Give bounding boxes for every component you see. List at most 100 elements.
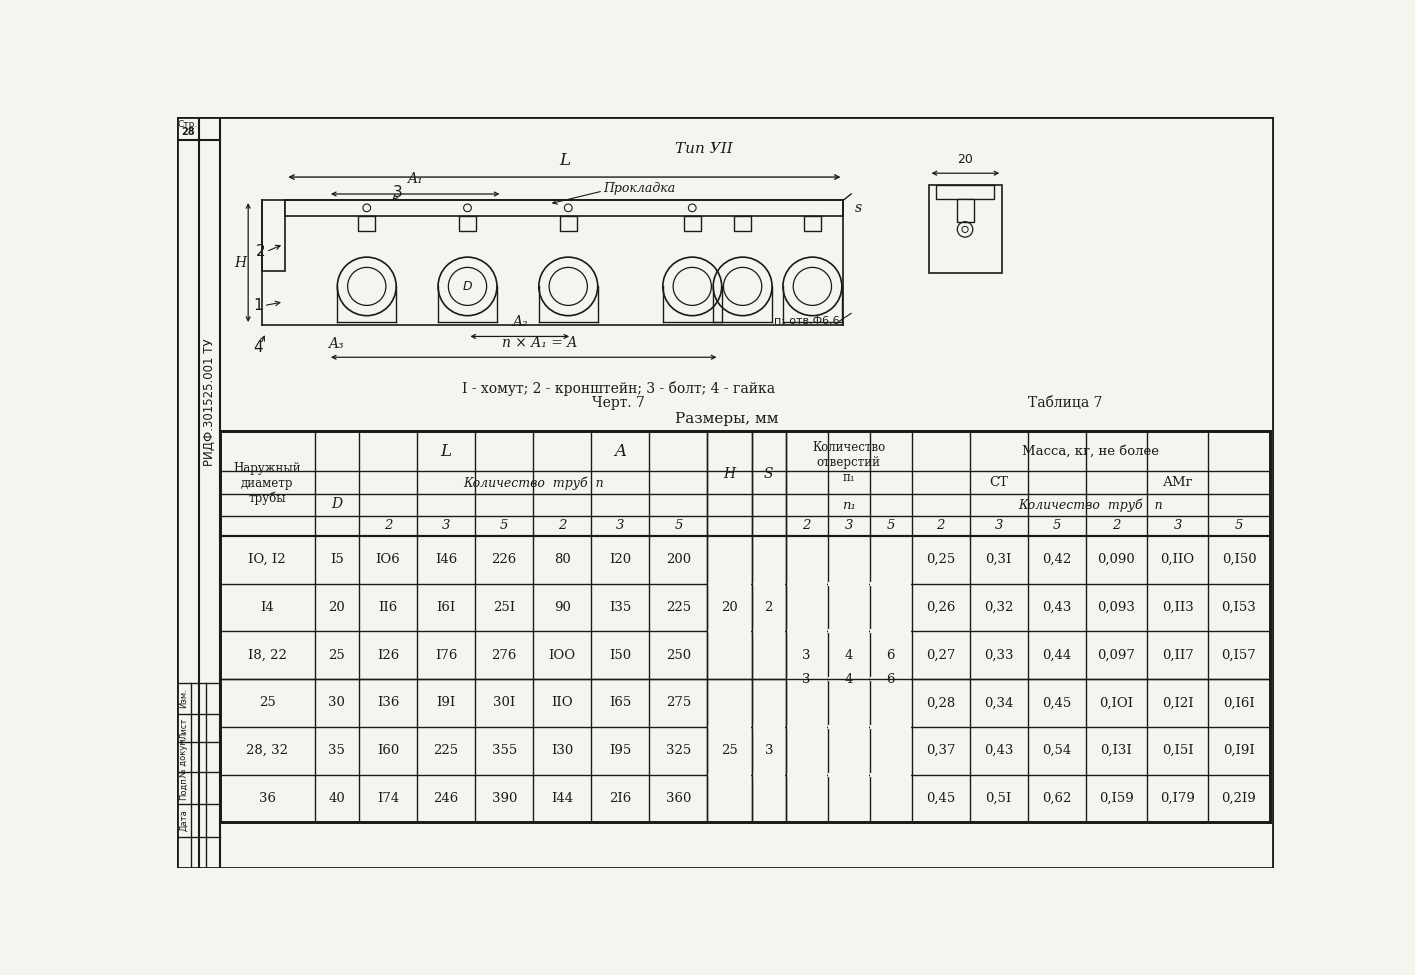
Text: СТ: СТ [989, 476, 1007, 489]
Text: 3: 3 [995, 520, 1003, 532]
Text: 3: 3 [616, 520, 624, 532]
Text: D: D [331, 496, 342, 511]
Text: I26: I26 [376, 648, 399, 662]
Text: 0,3I: 0,3I [985, 553, 1012, 566]
Text: 2: 2 [937, 520, 945, 532]
Text: Черт. 7: Черт. 7 [593, 397, 645, 410]
Text: 40: 40 [328, 792, 345, 805]
Text: I4: I4 [260, 601, 275, 614]
Text: Количество  труб  п: Количество труб п [463, 476, 604, 489]
Text: 4: 4 [845, 648, 853, 662]
Text: 0,25: 0,25 [925, 553, 955, 566]
Text: 20: 20 [328, 601, 345, 614]
Text: I74: I74 [376, 792, 399, 805]
Text: РИДФ.301525.001 ТУ: РИДФ.301525.001 ТУ [202, 338, 216, 466]
Text: 0,45: 0,45 [1041, 696, 1071, 710]
Text: Количество  труб   п: Количество труб п [1019, 498, 1163, 512]
Text: A: A [614, 443, 627, 459]
Text: 226: 226 [491, 553, 516, 566]
Text: 36: 36 [259, 792, 276, 805]
Text: s: s [855, 201, 862, 214]
Text: 5: 5 [674, 520, 682, 532]
Text: 0,42: 0,42 [1041, 553, 1071, 566]
Text: 0,28: 0,28 [925, 696, 955, 710]
Text: I - хомут; 2 - кронштейн; 3 - болт; 4 - гайка: I - хомут; 2 - кронштейн; 3 - болт; 4 - … [463, 380, 775, 396]
Text: 3: 3 [802, 648, 811, 662]
Text: 0,093: 0,093 [1098, 601, 1135, 614]
Text: I44: I44 [552, 792, 573, 805]
Text: 5: 5 [886, 520, 894, 532]
Text: 0,54: 0,54 [1041, 744, 1071, 758]
Text: I65: I65 [610, 696, 631, 710]
Bar [358, 215, 375, 231]
Text: I95: I95 [610, 744, 631, 758]
Text: 0,43: 0,43 [983, 744, 1013, 758]
Bar [683, 215, 700, 231]
Text: 2: 2 [764, 601, 773, 614]
Bar [262, 200, 286, 271]
Text: 30I: 30I [492, 696, 515, 710]
Text: 25: 25 [722, 744, 739, 758]
Text: 2: 2 [256, 245, 266, 259]
Text: АМг: АМг [1162, 476, 1193, 489]
Text: 0,I50: 0,I50 [1221, 553, 1257, 566]
Text: 2: 2 [383, 520, 392, 532]
Text: 80: 80 [553, 553, 570, 566]
Bar [957, 199, 974, 221]
Text: 4: 4 [253, 340, 263, 356]
Text: I20: I20 [610, 553, 631, 566]
Text: 0,43: 0,43 [1041, 601, 1071, 614]
Text: 2I6: 2I6 [610, 792, 631, 805]
Text: I6I: I6I [436, 601, 456, 614]
Text: I50: I50 [610, 648, 631, 662]
Text: 5: 5 [499, 520, 508, 532]
Text: 225: 225 [666, 601, 691, 614]
Text: 5: 5 [1235, 520, 1244, 532]
Text: I76: I76 [434, 648, 457, 662]
Text: IOO: IOO [549, 648, 576, 662]
Text: 325: 325 [666, 744, 691, 758]
Text: 2: 2 [558, 520, 566, 532]
Text: 25: 25 [259, 696, 276, 710]
Text: 0,I3I: 0,I3I [1101, 744, 1132, 758]
Bar [928, 184, 1002, 273]
Text: 0,2I9: 0,2I9 [1221, 792, 1257, 805]
Text: Таблица 7: Таблица 7 [1029, 397, 1104, 410]
Text: A₁: A₁ [408, 173, 423, 186]
Text: 25I: 25I [494, 601, 515, 614]
Text: 6: 6 [886, 673, 894, 685]
Text: 2: 2 [1112, 520, 1121, 532]
Text: 28: 28 [181, 128, 194, 137]
Bar [734, 215, 751, 231]
Bar [560, 215, 577, 231]
Text: 0,5I: 0,5I [985, 792, 1012, 805]
Text: Размеры, мм: Размеры, мм [675, 411, 778, 426]
Text: 0,IOI: 0,IOI [1099, 696, 1133, 710]
Text: Стр.: Стр. [178, 120, 198, 130]
Text: 3: 3 [1173, 520, 1182, 532]
Text: Прокладка: Прокладка [603, 182, 675, 195]
Text: I36: I36 [376, 696, 399, 710]
Text: 225: 225 [433, 744, 458, 758]
Text: 0,I2I: 0,I2I [1162, 696, 1193, 710]
Text: A₃: A₃ [328, 337, 344, 351]
Text: 355: 355 [491, 744, 516, 758]
Text: IIO: IIO [552, 696, 573, 710]
Text: 200: 200 [666, 553, 691, 566]
Text: 3: 3 [802, 673, 811, 685]
Text: 25: 25 [328, 648, 345, 662]
Text: Тип УII: Тип УII [675, 142, 733, 156]
Text: 0,I53: 0,I53 [1221, 601, 1257, 614]
Text: Лист: Лист [180, 718, 188, 739]
Text: Дата: Дата [180, 809, 188, 832]
Text: 0,I57: 0,I57 [1221, 648, 1257, 662]
Text: п₁: п₁ [842, 498, 856, 512]
Text: A₂: A₂ [512, 315, 528, 329]
Text: 246: 246 [433, 792, 458, 805]
Text: 0,26: 0,26 [925, 601, 955, 614]
Text: H: H [723, 466, 736, 481]
Text: 35: 35 [328, 744, 345, 758]
Text: Количество
отверстий
п₁: Количество отверстий п₁ [812, 442, 886, 485]
Bar [804, 215, 821, 231]
Text: 275: 275 [666, 696, 691, 710]
